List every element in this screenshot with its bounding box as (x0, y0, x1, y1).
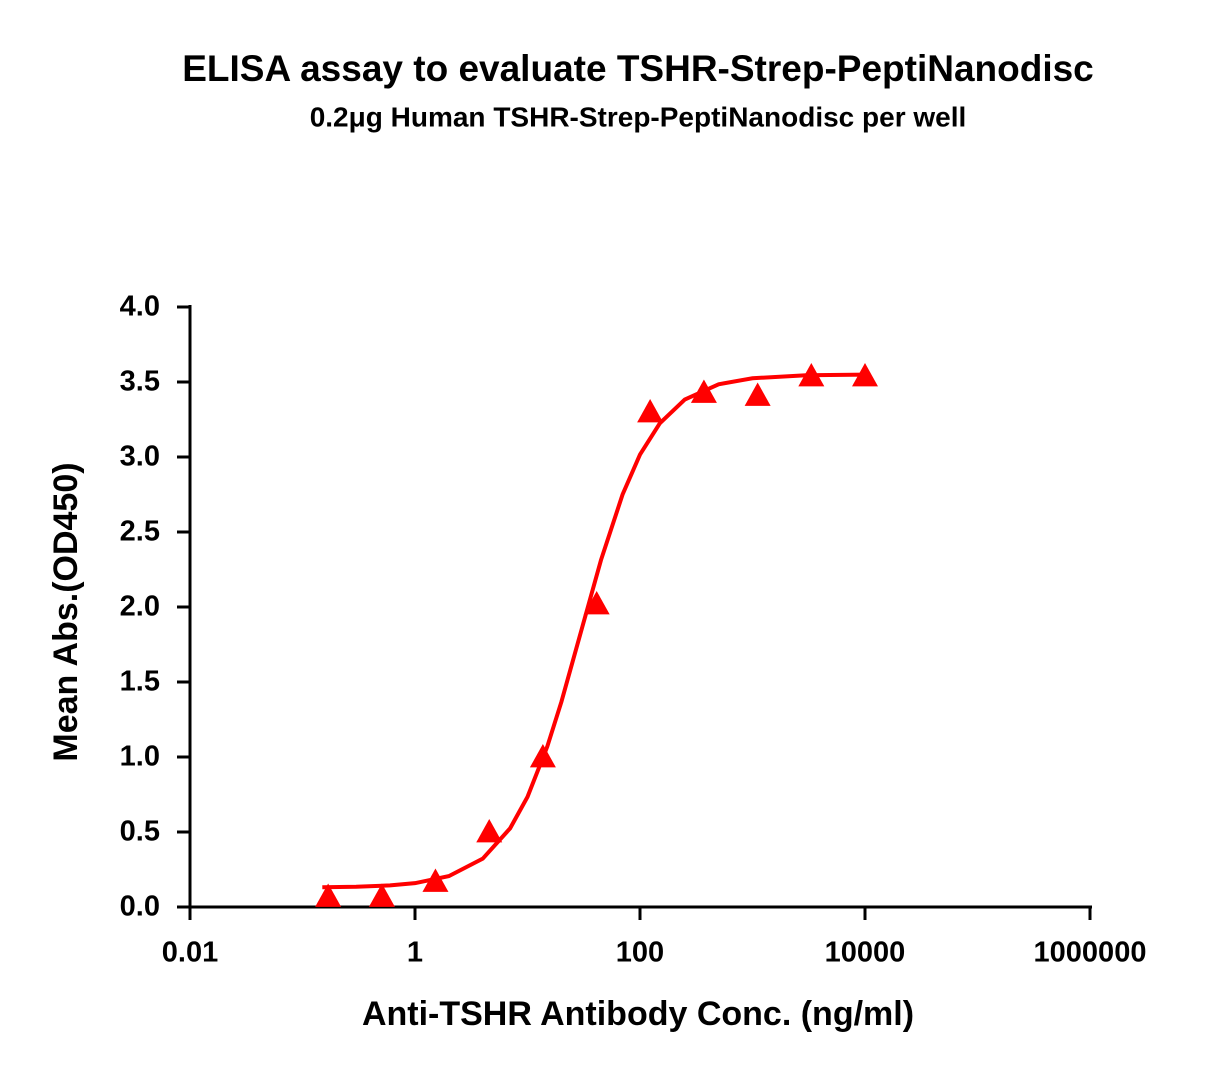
x-tick-label: 1000000 (1034, 937, 1147, 969)
data-point (315, 883, 342, 907)
chart-title: ELISA assay to evaluate TSHR-Strep-Pepti… (182, 48, 1094, 89)
y-tick-label: 3.0 (120, 441, 160, 473)
y-axis-label: Mean Abs.(OD450) (47, 462, 85, 761)
chart-subtitle: 0.2μg Human TSHR-Strep-PeptiNanodisc per… (310, 101, 967, 132)
data-point (744, 382, 771, 406)
x-axis-label: Anti-TSHR Antibody Conc. (ng/ml) (362, 995, 914, 1033)
y-tick-label: 3.5 (120, 366, 160, 398)
x-tick-label: 0.01 (162, 937, 218, 969)
y-tick-label: 2.5 (120, 516, 160, 548)
y-tick-label: 1.0 (120, 741, 160, 773)
x-tick-label: 10000 (825, 937, 906, 969)
data-point (476, 819, 503, 843)
fit-curve (322, 372, 866, 890)
data-point (583, 591, 610, 615)
x-tick-label: 1 (407, 937, 423, 969)
data-point (637, 399, 664, 423)
y-tick-label: 0.5 (120, 816, 160, 848)
data-point (368, 883, 395, 907)
y-tick-label: 4.0 (120, 291, 160, 323)
x-tick-label: 100 (616, 937, 664, 969)
y-tick-label: 2.0 (120, 591, 160, 623)
y-tick-label: 1.5 (120, 666, 160, 698)
y-tick-label: 0.0 (120, 891, 160, 923)
